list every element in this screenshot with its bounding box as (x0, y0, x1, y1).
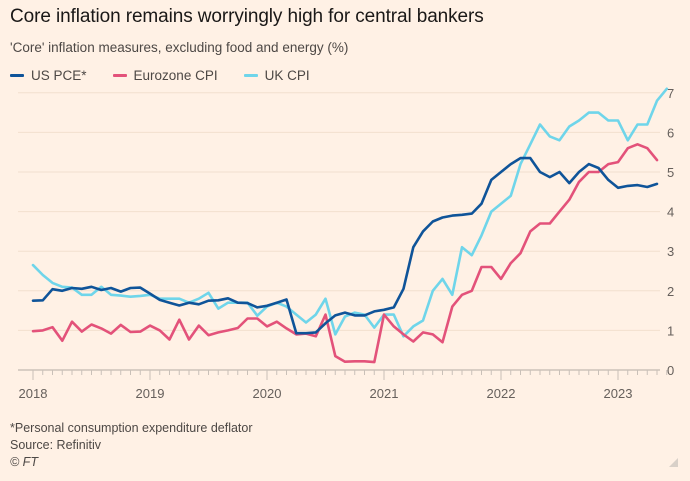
x-tick-label: 2021 (370, 386, 399, 401)
copyright: © FT (10, 455, 38, 469)
x-tick-label: 2019 (136, 386, 165, 401)
series-line-eurozone-cpi (31, 143, 659, 364)
chart-subtitle: 'Core' inflation measures, excluding foo… (10, 40, 349, 55)
x-tick-label: 2023 (604, 386, 633, 401)
y-tick-label: 4 (667, 205, 674, 220)
legend-item-uk-cpi: UK CPI (243, 68, 310, 83)
x-tick-label: 2020 (253, 386, 282, 401)
y-tick-label: 2 (667, 284, 674, 299)
series-line-us-pce (31, 156, 659, 335)
legend-swatch-uk-cpi (243, 74, 258, 77)
legend-item-eurozone-cpi: Eurozone CPI (112, 68, 218, 83)
footnote: *Personal consumption expenditure deflat… (10, 421, 253, 435)
legend: US PCE* Eurozone CPI UK CPI (10, 68, 310, 83)
line-chart: 0 1 2 3 4 5 6 7 2018 2019 2020 2021 2022 2023 (18, 86, 674, 401)
y-tick-label: 0 (667, 363, 674, 378)
legend-label-eurozone-cpi: Eurozone CPI (133, 68, 218, 83)
legend-swatch-eurozone-cpi (112, 74, 127, 77)
x-tick-label: 2022 (487, 386, 516, 401)
resize-corner-icon (669, 458, 678, 467)
y-tick-label: 1 (667, 323, 674, 338)
y-tick-label: 3 (667, 244, 674, 259)
series-line-uk-cpi (31, 87, 669, 338)
y-tick-label: 5 (667, 165, 674, 180)
chart-title: Core inflation remains worryingly high f… (10, 6, 484, 27)
legend-label-us-pce: US PCE* (31, 68, 87, 83)
y-tick-label: 6 (667, 125, 674, 140)
x-tick-label: 2018 (19, 386, 48, 401)
legend-item-us-pce: US PCE* (10, 68, 87, 83)
y-tick-label: 7 (667, 86, 674, 101)
footer: *Personal consumption expenditure deflat… (10, 420, 253, 471)
legend-label-uk-cpi: UK CPI (264, 68, 310, 83)
source-note: Source: Refinitiv (10, 438, 102, 452)
legend-swatch-us-pce (10, 74, 24, 77)
